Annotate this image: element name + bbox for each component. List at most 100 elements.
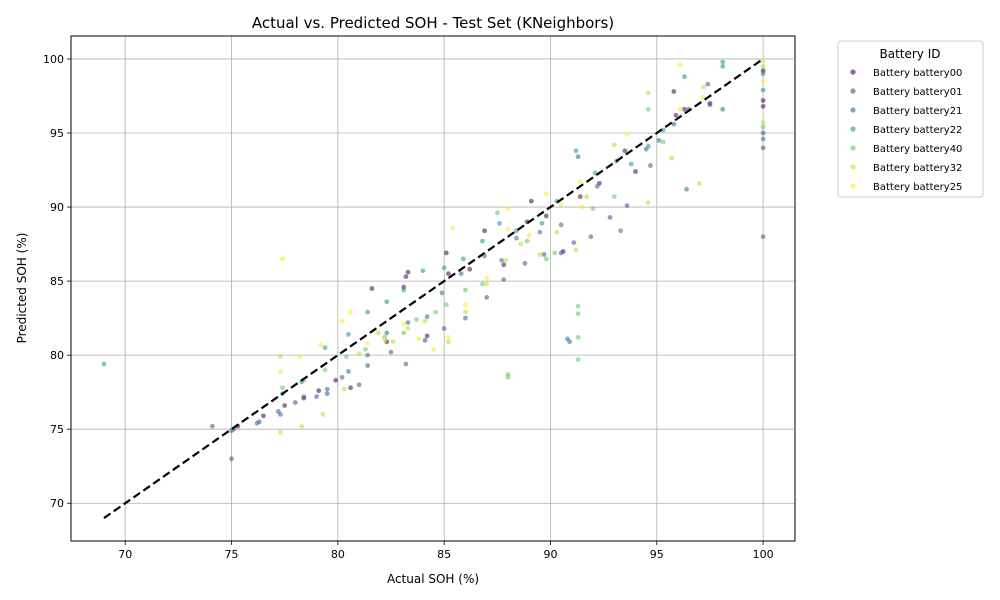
data-point bbox=[584, 194, 590, 200]
data-point bbox=[673, 112, 679, 118]
data-point bbox=[333, 377, 339, 383]
data-point bbox=[760, 234, 766, 240]
data-point bbox=[365, 309, 371, 315]
data-point bbox=[261, 413, 266, 419]
data-point bbox=[573, 247, 579, 253]
data-point bbox=[356, 382, 362, 388]
data-point bbox=[573, 148, 579, 154]
data-point bbox=[384, 330, 390, 336]
data-point bbox=[254, 420, 260, 426]
data-point bbox=[579, 204, 585, 210]
data-point bbox=[645, 200, 651, 206]
legend: Battery ID Battery battery00 Battery batt… bbox=[837, 40, 984, 198]
data-point bbox=[382, 337, 388, 343]
data-point bbox=[760, 78, 766, 84]
data-point bbox=[645, 143, 651, 149]
data-point bbox=[403, 361, 409, 367]
data-point bbox=[575, 357, 581, 362]
data-point bbox=[280, 256, 285, 262]
data-point bbox=[414, 317, 419, 322]
data-point bbox=[514, 235, 519, 241]
data-point bbox=[575, 303, 581, 309]
data-point bbox=[297, 354, 302, 360]
legend-title: Battery ID bbox=[879, 47, 940, 61]
data-point bbox=[501, 262, 507, 268]
data-point bbox=[346, 369, 351, 374]
data-point bbox=[365, 363, 371, 368]
data-point bbox=[575, 154, 581, 160]
data-point bbox=[278, 411, 283, 417]
x-tick-label: 100 bbox=[753, 548, 774, 561]
data-point bbox=[705, 81, 711, 87]
data-point bbox=[577, 194, 583, 200]
data-point bbox=[618, 228, 624, 234]
data-point bbox=[558, 222, 564, 228]
data-point bbox=[301, 394, 307, 400]
data-point bbox=[682, 74, 687, 80]
data-point bbox=[292, 400, 298, 405]
x-tick-label: 90 bbox=[543, 548, 557, 561]
data-point bbox=[384, 299, 390, 305]
data-point bbox=[760, 58, 766, 63]
data-point bbox=[316, 388, 322, 394]
data-point bbox=[278, 354, 283, 360]
data-point bbox=[524, 238, 530, 244]
data-point bbox=[499, 257, 504, 263]
data-point bbox=[463, 302, 468, 308]
data-point bbox=[707, 102, 713, 108]
data-point bbox=[405, 269, 411, 275]
data-point bbox=[101, 361, 107, 367]
data-point bbox=[677, 106, 683, 112]
data-point bbox=[645, 90, 651, 96]
data-point bbox=[439, 290, 445, 296]
x-tick-label: 70 bbox=[118, 548, 132, 561]
legend-label: Battery battery21 bbox=[873, 106, 962, 117]
data-point bbox=[567, 339, 573, 345]
y-tick-label: 85 bbox=[50, 275, 64, 288]
legend-marker bbox=[850, 183, 856, 189]
data-point bbox=[554, 229, 560, 235]
data-point bbox=[633, 169, 638, 174]
data-point bbox=[467, 266, 473, 272]
data-point bbox=[322, 367, 328, 373]
data-point bbox=[348, 309, 354, 315]
data-point bbox=[494, 210, 500, 216]
data-point bbox=[671, 121, 677, 127]
legend-label: Battery battery22 bbox=[873, 125, 962, 136]
data-point bbox=[720, 106, 726, 112]
data-point bbox=[463, 315, 468, 321]
data-point bbox=[760, 71, 766, 77]
data-point bbox=[320, 411, 326, 417]
data-point bbox=[401, 330, 407, 336]
series-2 bbox=[209, 81, 766, 462]
reference-line bbox=[103, 58, 764, 519]
data-point bbox=[522, 260, 528, 266]
y-tick-label: 80 bbox=[50, 349, 64, 362]
data-point bbox=[443, 250, 449, 256]
data-point bbox=[594, 183, 600, 189]
x-tick-label: 75 bbox=[225, 548, 239, 561]
data-point bbox=[450, 225, 456, 231]
y-tick-label: 90 bbox=[50, 201, 64, 214]
data-point bbox=[280, 385, 285, 391]
data-point bbox=[624, 203, 630, 208]
data-point bbox=[539, 220, 545, 226]
data-point bbox=[760, 63, 766, 69]
data-point bbox=[760, 87, 766, 93]
data-point bbox=[484, 275, 490, 281]
legend-label: Battery battery00 bbox=[873, 68, 962, 79]
data-point bbox=[433, 309, 439, 315]
data-point bbox=[324, 386, 330, 392]
legend-box bbox=[837, 40, 984, 198]
data-point bbox=[346, 332, 351, 337]
y-tick-label: 70 bbox=[50, 497, 64, 510]
data-point bbox=[322, 345, 328, 351]
data-point bbox=[677, 62, 683, 68]
legend-label: Battery battery01 bbox=[873, 87, 962, 98]
data-point bbox=[575, 334, 581, 340]
data-point bbox=[463, 287, 468, 293]
data-point bbox=[229, 456, 234, 462]
data-point bbox=[607, 215, 613, 220]
